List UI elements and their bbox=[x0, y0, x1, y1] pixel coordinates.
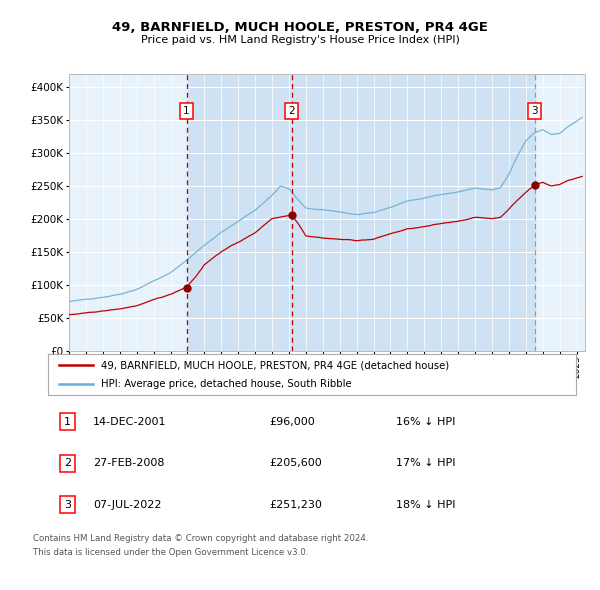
Text: 1: 1 bbox=[183, 106, 190, 116]
Text: 49, BARNFIELD, MUCH HOOLE, PRESTON, PR4 4GE (detached house): 49, BARNFIELD, MUCH HOOLE, PRESTON, PR4 … bbox=[101, 360, 449, 370]
Text: 1: 1 bbox=[64, 417, 71, 427]
Text: 16% ↓ HPI: 16% ↓ HPI bbox=[397, 417, 456, 427]
Text: 3: 3 bbox=[64, 500, 71, 510]
Text: 2: 2 bbox=[64, 458, 71, 468]
Text: £251,230: £251,230 bbox=[270, 500, 323, 510]
Text: 14-DEC-2001: 14-DEC-2001 bbox=[93, 417, 166, 427]
Text: Contains HM Land Registry data © Crown copyright and database right 2024.: Contains HM Land Registry data © Crown c… bbox=[33, 534, 368, 543]
Text: Price paid vs. HM Land Registry's House Price Index (HPI): Price paid vs. HM Land Registry's House … bbox=[140, 35, 460, 45]
Text: £205,600: £205,600 bbox=[270, 458, 323, 468]
Text: 3: 3 bbox=[531, 106, 538, 116]
Text: 27-FEB-2008: 27-FEB-2008 bbox=[93, 458, 164, 468]
Text: 2: 2 bbox=[289, 106, 295, 116]
Bar bbox=[292, 74, 535, 351]
Text: This data is licensed under the Open Government Licence v3.0.: This data is licensed under the Open Gov… bbox=[33, 548, 308, 556]
Text: 18% ↓ HPI: 18% ↓ HPI bbox=[397, 500, 456, 510]
Text: £96,000: £96,000 bbox=[270, 417, 316, 427]
Text: HPI: Average price, detached house, South Ribble: HPI: Average price, detached house, Sout… bbox=[101, 379, 352, 389]
Bar bbox=[187, 74, 292, 351]
Text: 17% ↓ HPI: 17% ↓ HPI bbox=[397, 458, 456, 468]
Text: 07-JUL-2022: 07-JUL-2022 bbox=[93, 500, 161, 510]
Text: 49, BARNFIELD, MUCH HOOLE, PRESTON, PR4 4GE: 49, BARNFIELD, MUCH HOOLE, PRESTON, PR4 … bbox=[112, 21, 488, 34]
